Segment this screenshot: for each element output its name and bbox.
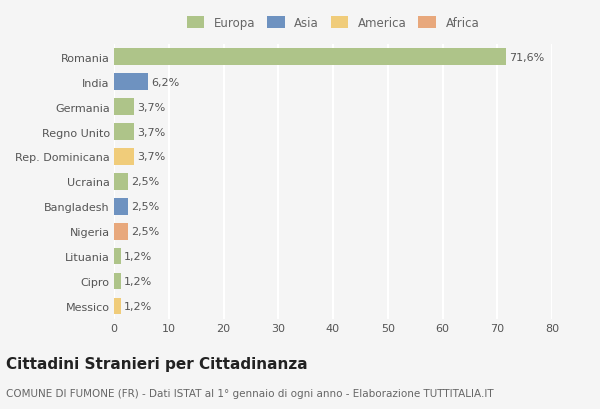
Bar	[114, 274, 121, 290]
Bar	[114, 49, 506, 65]
Legend: Europa, Asia, America, Africa: Europa, Asia, America, Africa	[183, 13, 483, 34]
Bar	[114, 199, 128, 215]
Text: 1,2%: 1,2%	[124, 276, 152, 287]
Bar	[114, 299, 121, 315]
Text: 1,2%: 1,2%	[124, 301, 152, 312]
Bar	[114, 174, 128, 190]
Text: 71,6%: 71,6%	[509, 52, 545, 63]
Text: Cittadini Stranieri per Cittadinanza: Cittadini Stranieri per Cittadinanza	[6, 356, 308, 371]
Text: 3,7%: 3,7%	[137, 127, 166, 137]
Text: 3,7%: 3,7%	[137, 102, 166, 112]
Bar	[114, 224, 128, 240]
Text: 2,5%: 2,5%	[131, 177, 159, 187]
Bar	[114, 249, 121, 265]
Text: 2,5%: 2,5%	[131, 227, 159, 237]
Bar	[114, 149, 134, 165]
Bar	[114, 74, 148, 90]
Text: COMUNE DI FUMONE (FR) - Dati ISTAT al 1° gennaio di ogni anno - Elaborazione TUT: COMUNE DI FUMONE (FR) - Dati ISTAT al 1°…	[6, 389, 494, 398]
Text: 1,2%: 1,2%	[124, 252, 152, 262]
Text: 2,5%: 2,5%	[131, 202, 159, 212]
Bar	[114, 124, 134, 140]
Text: 3,7%: 3,7%	[137, 152, 166, 162]
Bar	[114, 99, 134, 115]
Text: 6,2%: 6,2%	[151, 77, 179, 88]
